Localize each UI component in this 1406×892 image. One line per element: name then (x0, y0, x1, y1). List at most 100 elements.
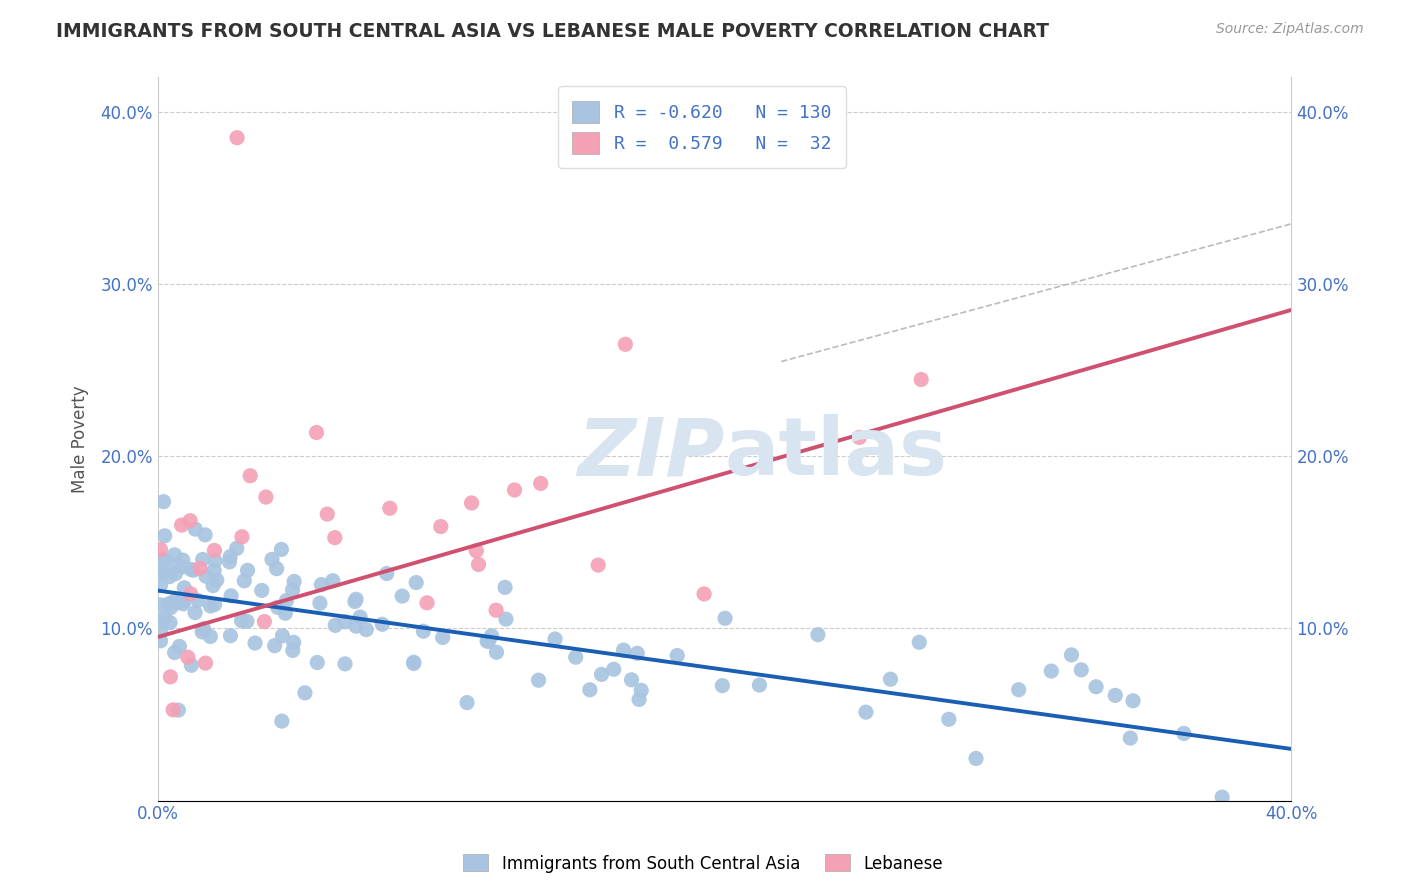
Point (711, 679, 734, 693)
Point (412, 624, 434, 639)
Point (254, 490, 277, 504)
Text: Source: ZipAtlas.com: Source: ZipAtlas.com (1216, 22, 1364, 37)
Point (349, 610, 371, 624)
Point (231, 530, 253, 544)
Text: atlas: atlas (724, 415, 948, 492)
Point (236, 615, 259, 629)
Point (432, 631, 454, 645)
Point (603, 662, 626, 676)
Point (163, 558, 186, 573)
Point (204, 598, 226, 612)
Point (184, 522, 207, 536)
Point (1173, 726, 1195, 740)
Point (166, 596, 188, 610)
Point (149, 624, 172, 639)
Point (173, 581, 195, 595)
Point (180, 562, 202, 576)
Point (485, 603, 508, 617)
Point (965, 751, 987, 765)
Point (714, 611, 737, 625)
Point (270, 714, 292, 728)
Point (149, 542, 172, 557)
Point (343, 594, 366, 608)
Point (620, 673, 643, 687)
Point (149, 578, 172, 592)
Point (169, 640, 191, 654)
Point (1070, 663, 1092, 677)
Point (219, 629, 242, 643)
Point (354, 623, 377, 637)
Point (1104, 689, 1126, 703)
Point (170, 518, 193, 533)
Point (333, 657, 356, 671)
Point (485, 645, 508, 659)
Point (371, 617, 394, 632)
Point (378, 501, 401, 516)
Point (226, 130, 249, 145)
Point (202, 543, 225, 558)
Point (200, 599, 222, 613)
Point (1008, 682, 1031, 697)
Point (564, 650, 586, 665)
Point (157, 597, 180, 611)
Point (239, 468, 262, 483)
Point (219, 549, 242, 564)
Point (309, 596, 332, 610)
Point (253, 615, 276, 629)
Point (191, 624, 214, 639)
Point (153, 611, 176, 625)
Point (236, 563, 259, 577)
Point (391, 589, 413, 603)
Point (938, 712, 960, 726)
Point (494, 580, 516, 594)
Point (630, 683, 652, 698)
Point (153, 552, 176, 566)
Point (218, 555, 240, 569)
Point (152, 566, 174, 580)
Point (807, 628, 830, 642)
Point (748, 678, 770, 692)
Point (274, 606, 297, 620)
Text: ZIP: ZIP (578, 415, 724, 492)
Point (614, 337, 637, 351)
Point (202, 563, 225, 577)
Point (180, 658, 202, 673)
Point (267, 600, 290, 615)
Point (159, 600, 181, 615)
Point (250, 583, 273, 598)
Point (184, 606, 207, 620)
Point (177, 650, 200, 665)
Point (159, 670, 181, 684)
Point (405, 575, 427, 590)
Point (344, 619, 367, 633)
Point (225, 541, 247, 556)
Point (281, 582, 304, 597)
Point (172, 553, 194, 567)
Point (276, 593, 298, 607)
Point (162, 703, 184, 717)
Point (163, 646, 186, 660)
Point (153, 529, 176, 543)
Point (1211, 790, 1233, 805)
Point (666, 648, 689, 663)
Point (322, 574, 344, 588)
Point (149, 598, 172, 612)
Point (626, 646, 648, 660)
Point (612, 643, 634, 657)
Point (416, 596, 439, 610)
Point (1119, 731, 1142, 745)
Point (344, 592, 367, 607)
Point (294, 686, 316, 700)
Point (270, 542, 292, 557)
Point (375, 566, 398, 581)
Point (323, 531, 346, 545)
Point (544, 632, 567, 646)
Point (456, 696, 478, 710)
Point (693, 587, 716, 601)
Point (467, 558, 489, 572)
Text: IMMIGRANTS FROM SOUTH CENTRAL ASIA VS LEBANESE MALE POVERTY CORRELATION CHART: IMMIGRANTS FROM SOUTH CENTRAL ASIA VS LE… (56, 22, 1049, 41)
Point (495, 612, 517, 626)
Point (848, 430, 870, 444)
Point (263, 639, 285, 653)
Point (910, 372, 932, 386)
